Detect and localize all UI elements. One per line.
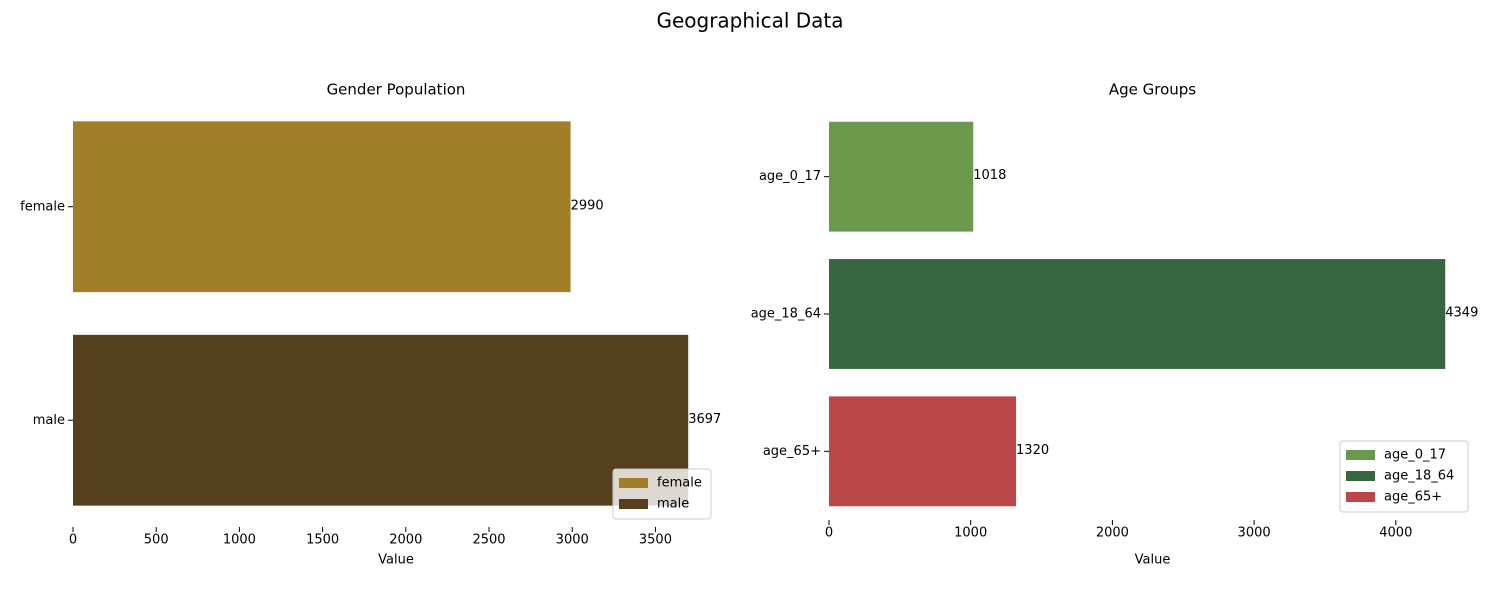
x-tick-label: 500 [144, 533, 169, 548]
legend-swatch [1346, 492, 1375, 502]
x-axis-label: Value [1135, 553, 1171, 568]
y-tick-label: age_18_64 [751, 307, 821, 322]
x-tick-label: 3000 [556, 533, 589, 548]
x-tick-label: 0 [69, 533, 77, 548]
legend: female male [612, 468, 712, 520]
value-label: 1018 [973, 168, 1006, 183]
x-axis-label: Value [378, 553, 414, 568]
x-tick-label: 0 [825, 526, 833, 541]
x-tick-label: 1000 [223, 533, 256, 548]
x-tick-label: 3000 [1238, 526, 1271, 541]
legend-label: female [657, 476, 702, 491]
y-tick-label: age_65+ [763, 444, 821, 459]
bar [829, 396, 1017, 507]
subplot-title: Age Groups [1109, 81, 1196, 99]
x-tick-label: 1000 [954, 526, 987, 541]
value-label: 2990 [571, 198, 604, 213]
x-tick-label: 4000 [1379, 526, 1412, 541]
subplot-title: Gender Population [327, 81, 466, 99]
legend-label: age_65+ [1384, 490, 1442, 505]
figure-title: Geographical Data [656, 9, 843, 33]
bar [73, 121, 571, 293]
value-label: 1320 [1016, 443, 1049, 458]
x-tick-label: 2500 [472, 533, 505, 548]
y-tick-label: male [33, 413, 65, 428]
x-tick-label: 1500 [306, 533, 339, 548]
x-tick-label: 2000 [389, 533, 422, 548]
legend-swatch [1346, 450, 1375, 460]
value-label: 4349 [1445, 306, 1478, 321]
bar [73, 334, 689, 506]
legend-swatch [619, 499, 648, 509]
value-label: 3697 [688, 412, 721, 427]
legend-swatch [619, 478, 648, 488]
legend-label: male [657, 497, 689, 512]
legend-label: age_18_64 [1384, 469, 1454, 484]
legend: age_0_17 age_18_64 age_65+ [1339, 440, 1469, 513]
y-tick-label: female [20, 199, 65, 214]
x-tick-label: 2000 [1096, 526, 1129, 541]
x-tick-label: 3500 [639, 533, 672, 548]
legend-label: age_0_17 [1384, 448, 1446, 463]
bar [829, 121, 974, 232]
y-tick-label: age_0_17 [759, 169, 821, 184]
legend-swatch [1346, 471, 1375, 481]
bar [829, 259, 1446, 369]
